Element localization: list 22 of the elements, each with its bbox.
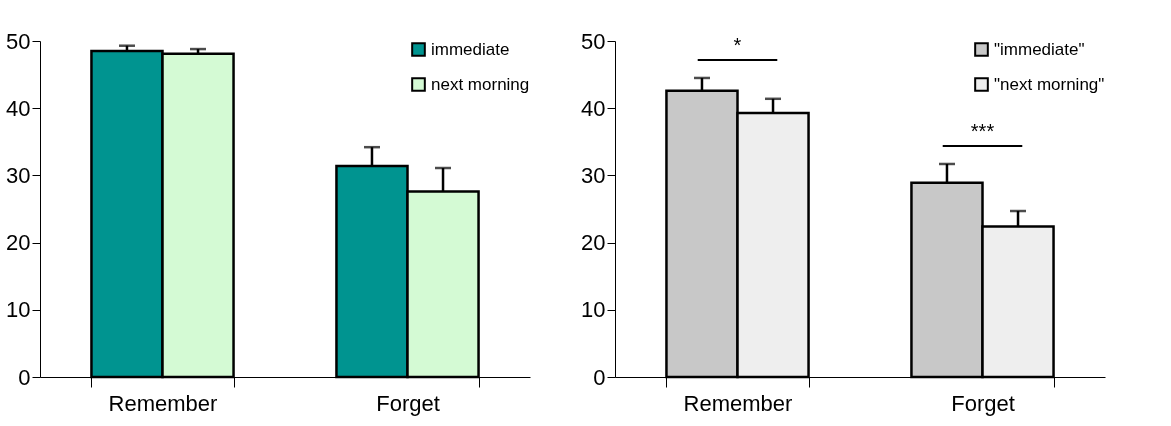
y-tick-label: 30 xyxy=(581,162,606,188)
y-tick-label: 10 xyxy=(581,297,606,323)
y-tick-label: 30 xyxy=(6,162,31,188)
legend-label: "next morning" xyxy=(994,74,1105,94)
annotation: * xyxy=(733,33,742,56)
y-tick-label: 20 xyxy=(6,230,31,256)
y-tick-label: 0 xyxy=(18,364,31,390)
y-tick-label: 50 xyxy=(581,28,606,54)
legend-label: "immediate" xyxy=(994,39,1085,59)
y-tick-label: 40 xyxy=(6,95,31,121)
annotation: *** xyxy=(970,119,995,142)
x-tick-label: Forget xyxy=(951,390,1015,416)
y-tick-label: 20 xyxy=(581,230,606,256)
y-tick-label: 50 xyxy=(6,28,31,54)
legend-label: immediate xyxy=(431,39,510,59)
x-tick-label: Remember xyxy=(108,390,218,416)
y-tick-label: 10 xyxy=(6,297,31,323)
y-tick-label: 40 xyxy=(581,95,606,121)
x-tick-label: Forget xyxy=(376,390,440,416)
legend-label: next morning xyxy=(431,74,530,94)
x-tick-label: Remember xyxy=(683,390,793,416)
y-tick-label: 0 xyxy=(593,364,606,390)
